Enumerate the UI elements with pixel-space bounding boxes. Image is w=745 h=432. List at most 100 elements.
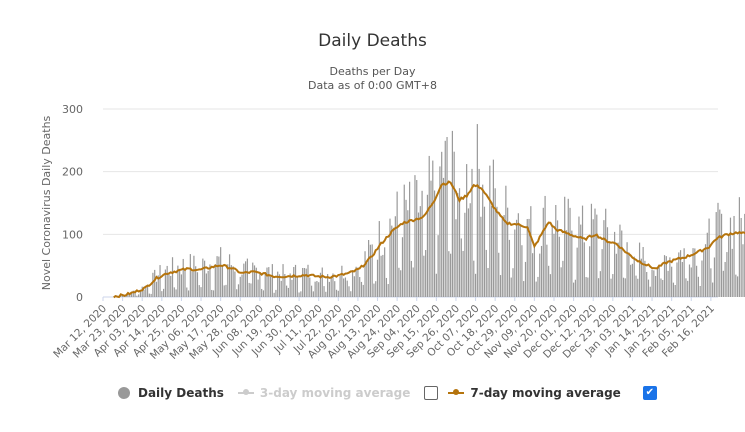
- bar: [253, 265, 256, 297]
- bar: [637, 278, 639, 297]
- bar: [601, 249, 603, 297]
- bar: [375, 281, 377, 297]
- bar: [391, 225, 393, 297]
- bar: [446, 137, 448, 297]
- bar: [348, 286, 350, 297]
- legend-item-7day[interactable]: 7-day moving average: [448, 386, 621, 400]
- bar: [193, 255, 195, 297]
- legend-label: 7-day moving average: [470, 386, 621, 400]
- line-marker-icon: [448, 392, 465, 394]
- bar: [676, 262, 678, 297]
- bar: [555, 205, 557, 297]
- avg3-checkbox[interactable]: [424, 386, 439, 400]
- bar: [166, 265, 168, 297]
- bar: [544, 195, 546, 297]
- bar: [631, 263, 634, 297]
- bar: [394, 216, 396, 297]
- avg7-checkbox[interactable]: ✔: [642, 386, 657, 400]
- bar: [649, 286, 651, 297]
- bar: [712, 282, 714, 297]
- bar: [187, 290, 190, 297]
- bar: [647, 279, 650, 297]
- bar: [688, 264, 691, 297]
- bar: [211, 289, 213, 297]
- bar: [549, 274, 552, 297]
- bar: [271, 264, 273, 297]
- bar: [696, 265, 698, 297]
- bar: [332, 273, 334, 297]
- bar: [262, 290, 265, 297]
- bar: [161, 291, 163, 297]
- bar: [569, 207, 571, 297]
- bar: [521, 245, 523, 297]
- bar: [651, 269, 653, 297]
- bar: [660, 278, 662, 297]
- bar: [353, 276, 355, 297]
- bar: [417, 212, 420, 297]
- bar: [330, 277, 332, 297]
- bar: [467, 208, 470, 297]
- bar: [146, 284, 149, 297]
- bar: [498, 252, 500, 297]
- bar: [612, 274, 614, 297]
- bar: [414, 175, 416, 297]
- bar: [371, 244, 373, 297]
- bar: [298, 292, 300, 297]
- bar: [152, 272, 154, 297]
- bar: [742, 244, 744, 297]
- bar: [487, 267, 489, 297]
- bar: [175, 289, 177, 297]
- bar: [310, 285, 313, 297]
- bar: [280, 280, 282, 297]
- bar: [368, 240, 370, 297]
- bar: [439, 166, 441, 297]
- bar: [699, 285, 701, 297]
- bar: [619, 224, 621, 297]
- bar: [626, 242, 628, 297]
- bar: [334, 281, 336, 297]
- bar: [524, 261, 527, 297]
- bar: [252, 262, 254, 297]
- bar: [421, 190, 423, 297]
- bar: [683, 248, 685, 297]
- bar: [441, 151, 443, 297]
- bar: [195, 266, 197, 297]
- bar: [294, 264, 297, 297]
- bar: [576, 247, 578, 297]
- bar: [501, 217, 503, 297]
- bar: [303, 268, 306, 297]
- chart-subtitle-date: Data as of 0:00 GMT+8: [308, 79, 437, 92]
- bar: [321, 267, 323, 297]
- bar: [232, 266, 234, 297]
- bar: [259, 273, 261, 297]
- bar: [656, 267, 658, 297]
- y-tick-label: 100: [62, 228, 83, 241]
- bar: [489, 165, 491, 297]
- bar: [622, 277, 625, 297]
- bar: [726, 252, 728, 297]
- bar: [396, 191, 398, 297]
- bar: [351, 270, 354, 297]
- bar: [296, 276, 298, 297]
- bar: [580, 224, 582, 297]
- bar: [403, 184, 405, 297]
- bar: [478, 168, 480, 297]
- bar: [667, 270, 669, 297]
- bar: [562, 260, 564, 297]
- legend-item-3day[interactable]: 3-day moving average: [237, 386, 410, 400]
- bar: [738, 197, 740, 297]
- bar: [646, 271, 648, 297]
- bar: [722, 270, 724, 297]
- bar: [581, 205, 584, 297]
- bar: [540, 245, 543, 297]
- bar: [480, 216, 482, 297]
- bar: [384, 247, 386, 297]
- bar: [624, 278, 626, 297]
- bar: [728, 235, 730, 297]
- bar: [250, 283, 252, 297]
- bar: [385, 277, 388, 297]
- legend-item-daily-deaths[interactable]: Daily Deaths: [118, 386, 224, 400]
- bar: [638, 242, 641, 297]
- bar: [191, 271, 193, 297]
- bar: [733, 215, 735, 297]
